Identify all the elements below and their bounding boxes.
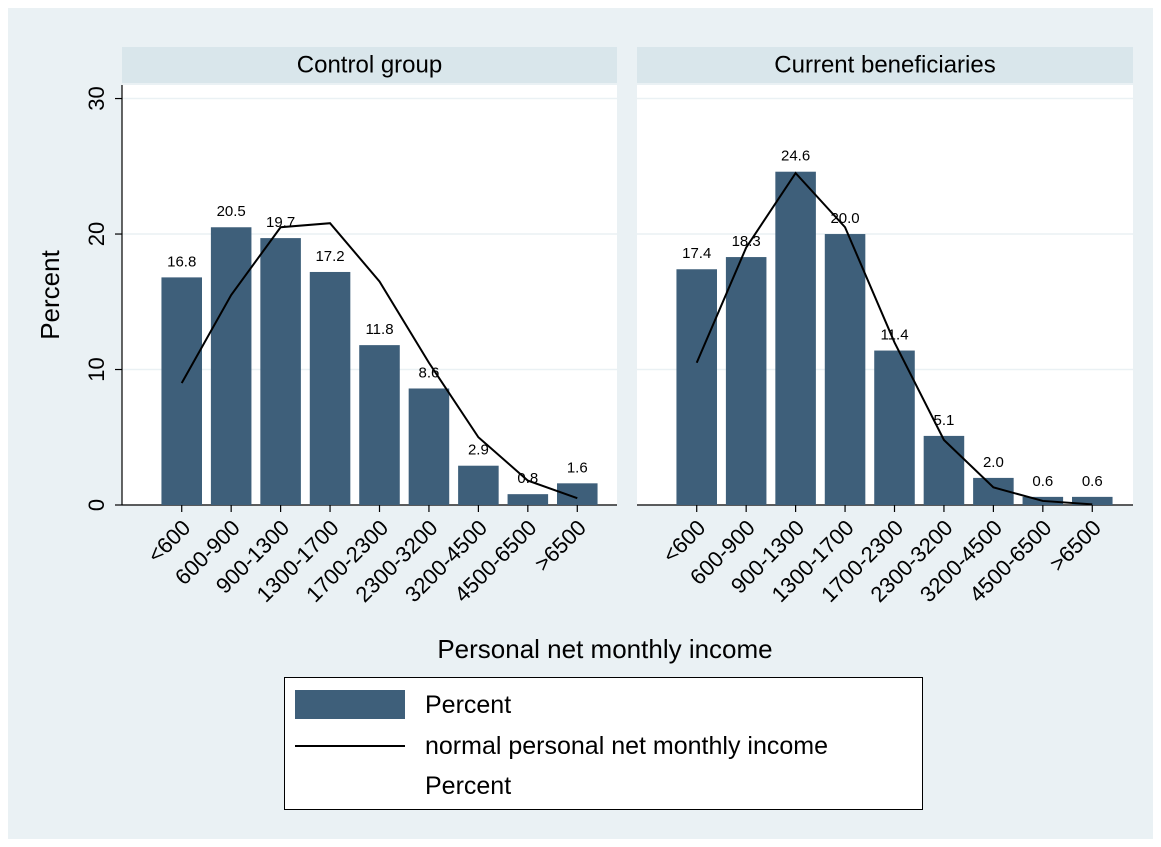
bar <box>359 345 400 505</box>
bar <box>1072 496 1113 505</box>
value-label: 0.6 <box>1082 473 1103 490</box>
value-label: 5.1 <box>934 412 955 429</box>
bar <box>725 257 767 505</box>
value-label: 8.6 <box>419 364 440 381</box>
value-label: 0.6 <box>1032 473 1053 490</box>
value-label: 16.8 <box>167 253 196 270</box>
bar <box>874 350 915 505</box>
y-tick-label: 0 <box>84 499 109 511</box>
strip <box>122 47 617 83</box>
curve <box>180 222 578 500</box>
value-label: 1.6 <box>567 459 588 476</box>
bar <box>824 234 866 505</box>
bar <box>408 388 450 505</box>
panel-title: Control group <box>297 51 442 78</box>
x-axis-title: Personal net monthly income <box>437 634 772 664</box>
value-label: 0.8 <box>517 470 538 487</box>
value-label: 20.5 <box>217 203 246 220</box>
legend-label: Percent <box>425 691 512 719</box>
bar <box>923 435 965 505</box>
strip <box>637 47 1133 83</box>
value-label: 11.8 <box>365 321 393 338</box>
legend-label: normal personal net monthly income Perce… <box>425 732 828 800</box>
curve <box>695 171 1093 506</box>
value-label: 2.9 <box>468 442 489 459</box>
value-label: 20.0 <box>830 210 859 227</box>
value-label: 2.0 <box>983 454 1004 471</box>
bar <box>507 494 549 505</box>
y-axis-title: Percent <box>35 249 65 339</box>
bar <box>775 171 816 506</box>
panel-title: Current beneficiaries <box>774 51 995 78</box>
bar <box>210 227 252 506</box>
value-label: 11.4 <box>880 327 908 344</box>
value-label: 17.4 <box>682 245 711 262</box>
legend: Percent normal personal net monthly inco… <box>284 677 923 810</box>
y-tick-label: 10 <box>84 357 109 381</box>
value-label: 17.2 <box>315 248 344 265</box>
bar <box>161 277 202 505</box>
legend-swatch <box>295 690 405 719</box>
value-label: 24.6 <box>781 148 810 165</box>
bar <box>676 269 717 505</box>
y-tick-label: 20 <box>84 222 109 246</box>
bar <box>557 483 598 505</box>
bar <box>260 238 301 505</box>
y-tick-label: 30 <box>84 86 109 110</box>
bar <box>458 465 499 505</box>
legend-line <box>295 745 405 747</box>
bar <box>309 271 351 505</box>
